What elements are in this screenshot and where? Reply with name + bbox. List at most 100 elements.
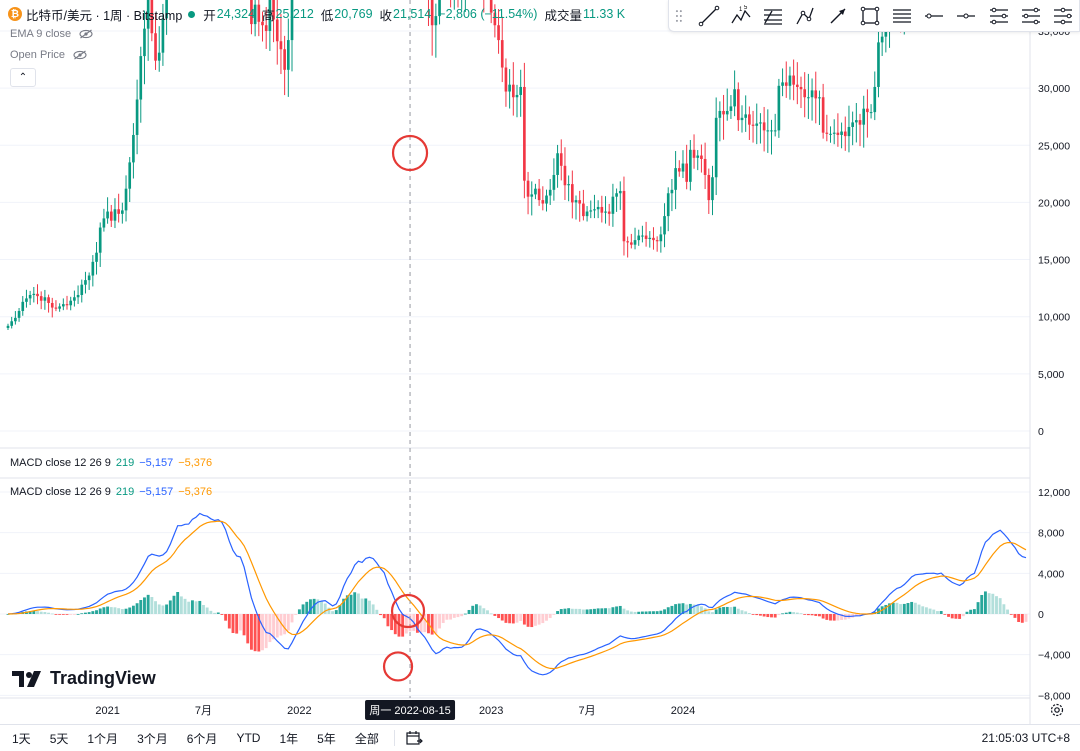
macd-histogram-bar — [913, 602, 917, 614]
candle — [526, 180, 530, 197]
macd-histogram-bar — [386, 614, 390, 627]
symbol-title[interactable]: 比特币/美元 · 1周 · Bitstamp — [26, 8, 183, 23]
macd-tick-label: 12,000 — [1038, 487, 1070, 499]
macd-histogram-bar — [84, 612, 87, 614]
macd-histogram-bar — [877, 608, 880, 614]
macd-legend[interactable]: MACD close 12 26 9 219 −5,157 −5,376 — [10, 486, 212, 498]
candle — [150, 0, 154, 34]
ema-indicator[interactable]: EMA 9 close — [10, 28, 93, 40]
candle — [725, 110, 729, 115]
macd-name-2: MACD close 12 26 9 — [10, 486, 111, 498]
macd-histogram-bar — [139, 600, 143, 614]
range-button-8[interactable]: 全部 — [354, 731, 379, 746]
macd-histogram-bar — [187, 601, 191, 614]
candle — [47, 297, 50, 303]
macd-histogram-bar — [320, 601, 323, 614]
macd-histogram-bar — [806, 614, 810, 616]
macd-histogram-bar — [921, 606, 925, 614]
macd-histogram-bar — [663, 609, 666, 614]
macd-histogram-bar — [526, 614, 530, 627]
fib-button[interactable] — [757, 2, 789, 30]
crosshair-time-label-bg — [365, 700, 456, 720]
text-button[interactable] — [886, 2, 918, 30]
calendar-goto-icon[interactable] — [405, 730, 423, 746]
candle — [582, 203, 585, 217]
eye-hidden-icon[interactable] — [73, 50, 87, 60]
macd-legend-top[interactable]: MACD close 12 26 9 219 −5,157 −5,376 — [10, 457, 212, 469]
candle — [681, 163, 685, 172]
candle — [541, 200, 545, 204]
macd-histogram-bar — [707, 611, 711, 614]
path-button[interactable] — [789, 2, 821, 30]
candle — [268, 0, 272, 31]
candle — [652, 237, 655, 241]
macd-histogram-bar — [489, 613, 493, 615]
candle — [87, 275, 91, 281]
macd-histogram-bar — [803, 614, 807, 615]
range-button-3[interactable]: 3个月 — [137, 731, 168, 746]
candle — [641, 235, 644, 237]
range-button-5[interactable]: YTD — [236, 731, 261, 745]
macd-histogram-bar — [1013, 614, 1017, 618]
symbol-header: ₿ 比特币/美元 · 1周 · Bitstamp 开 24,324 高 25,2… — [8, 5, 632, 23]
macd-histogram-bar — [766, 614, 770, 618]
range-button-1[interactable]: 5天 — [49, 731, 69, 746]
macd-histogram-bar — [810, 614, 814, 616]
candle — [821, 97, 825, 133]
rectangle-button[interactable] — [854, 2, 886, 30]
candle — [703, 158, 707, 175]
candle — [814, 90, 818, 99]
candle — [508, 84, 511, 92]
tradingview-logo[interactable]: TradingView — [12, 668, 156, 689]
macd-histogram-bar — [961, 614, 965, 617]
macd-histogram-bar — [423, 614, 427, 633]
macd-histogram-bar — [629, 611, 633, 614]
macd-histogram-bar — [294, 614, 298, 615]
horizontal-line-2-button[interactable] — [950, 2, 982, 30]
candle — [733, 89, 736, 107]
trend-line-button[interactable] — [693, 2, 725, 30]
macd-histogram-bar — [722, 607, 725, 614]
macd-histogram-bar — [143, 597, 146, 614]
macd-histogram-bar — [1009, 614, 1013, 615]
candle — [807, 97, 810, 99]
macd-histogram-bar — [567, 608, 571, 614]
macd-histogram-bar — [327, 607, 331, 614]
macd-histogram-bar — [891, 602, 895, 614]
macd-histogram-bar — [633, 611, 637, 614]
macd-histogram-bar — [725, 606, 729, 614]
macd-histogram-bar — [655, 611, 659, 614]
parallel-channel-button[interactable] — [982, 2, 1014, 30]
arrow-button[interactable] — [822, 2, 854, 30]
candle — [722, 110, 725, 115]
range-button-0[interactable]: 1天 — [12, 731, 31, 746]
horizontal-line-icon — [957, 13, 976, 18]
range-button-2[interactable]: 1个月 — [87, 731, 119, 746]
macd-histogram-bar — [902, 603, 906, 614]
macd-histogram-bar — [637, 611, 641, 614]
macd-histogram-bar — [168, 600, 172, 614]
range-button-4[interactable]: 6个月 — [186, 731, 218, 746]
volume-value: 11.33 K — [582, 7, 626, 21]
candle — [286, 40, 290, 70]
collapse-indicators-button[interactable]: ⌃ — [10, 68, 36, 87]
macd-histogram-bar — [788, 611, 792, 614]
macd-histogram-bar — [818, 614, 821, 617]
macd-histogram-bar — [519, 614, 523, 621]
horizontal-line-button[interactable] — [918, 2, 950, 30]
more-tools-button[interactable] — [1047, 2, 1079, 30]
time-tick-label: 7月 — [195, 705, 212, 717]
clock[interactable]: 21:05:03 UTC+8 — [981, 731, 1070, 745]
eye-hidden-icon[interactable] — [79, 29, 93, 39]
fib-channel-button[interactable] — [1015, 2, 1047, 30]
range-button-7[interactable]: 5年 — [317, 731, 336, 746]
drag-handle-icon[interactable] — [675, 8, 683, 24]
settings-gear-icon[interactable] — [1049, 702, 1065, 718]
macd-histogram-bar — [991, 593, 995, 614]
open-price-indicator[interactable]: Open Price — [10, 49, 87, 61]
range-button-6[interactable]: 1年 — [279, 731, 299, 746]
candle — [139, 56, 143, 100]
macd-histogram-bar — [231, 614, 235, 634]
